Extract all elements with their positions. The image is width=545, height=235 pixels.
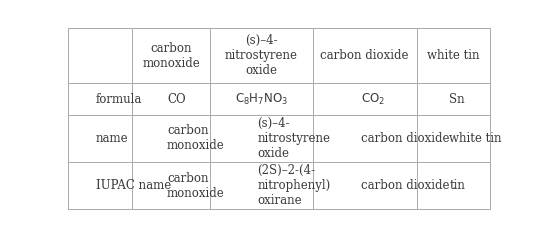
Text: (s)–4-
nitrostyrene
oxide: (s)–4- nitrostyrene oxide <box>225 34 298 77</box>
Text: (s)–4-
nitrostyrene
oxide: (s)–4- nitrostyrene oxide <box>257 117 330 160</box>
Text: IUPAC name: IUPAC name <box>96 179 171 192</box>
Text: carbon
monoxide: carbon monoxide <box>167 172 225 200</box>
Text: carbon dioxide: carbon dioxide <box>360 132 449 145</box>
Text: white tin: white tin <box>427 49 480 62</box>
Text: $\mathregular{C_8H_7NO_3}$: $\mathregular{C_8H_7NO_3}$ <box>235 91 288 107</box>
Text: name: name <box>96 132 129 145</box>
Text: tin: tin <box>450 179 465 192</box>
Text: CO: CO <box>167 93 186 106</box>
Text: carbon
monoxide: carbon monoxide <box>167 124 225 152</box>
Text: carbon dioxide: carbon dioxide <box>360 179 449 192</box>
Text: $\mathregular{CO_2}$: $\mathregular{CO_2}$ <box>360 91 385 107</box>
Text: carbon
monoxide: carbon monoxide <box>142 42 200 70</box>
Text: carbon dioxide: carbon dioxide <box>320 49 409 62</box>
Text: Sn: Sn <box>450 93 465 106</box>
Text: formula: formula <box>96 93 142 106</box>
Text: (2S)–2-(4-
nitrophenyl)
oxirane: (2S)–2-(4- nitrophenyl) oxirane <box>257 164 330 207</box>
Text: white tin: white tin <box>450 132 502 145</box>
